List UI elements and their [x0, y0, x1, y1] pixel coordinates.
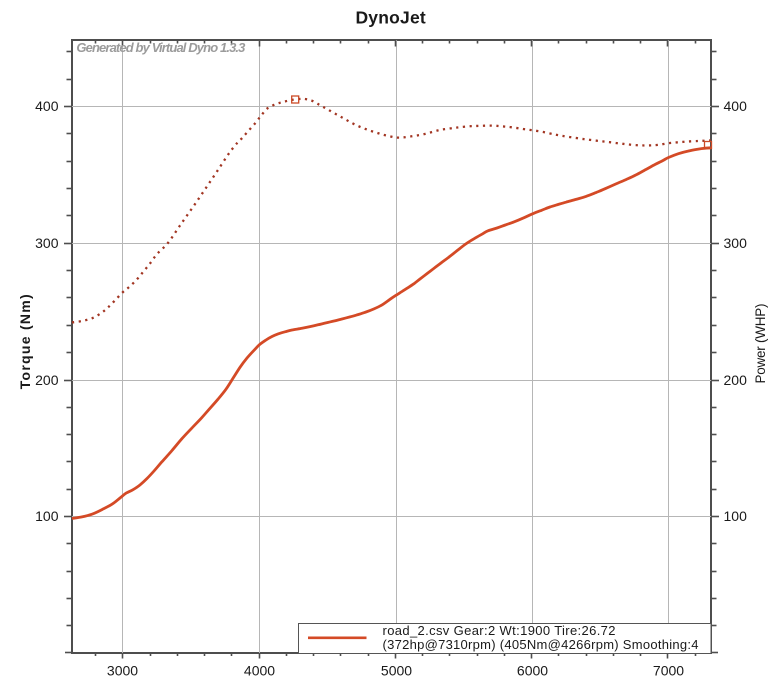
svg-text:Torque (Nm): Torque (Nm) — [17, 294, 33, 389]
svg-text:Power (WHP): Power (WHP) — [753, 304, 768, 384]
svg-text:Generated by Virtual Dyno 1.3.: Generated by Virtual Dyno 1.3.3 — [76, 40, 246, 55]
svg-text:6000: 6000 — [517, 663, 548, 679]
svg-text:(372hp@7310rpm) (405Nm@4266rpm: (372hp@7310rpm) (405Nm@4266rpm) Smoothin… — [383, 637, 699, 652]
svg-text:200: 200 — [724, 372, 748, 388]
svg-text:100: 100 — [35, 508, 59, 524]
svg-text:7000: 7000 — [653, 663, 684, 679]
svg-text:3000: 3000 — [107, 663, 138, 679]
svg-text:300: 300 — [35, 235, 59, 251]
svg-text:400: 400 — [724, 98, 748, 114]
svg-text:300: 300 — [724, 235, 748, 251]
svg-text:400: 400 — [35, 98, 59, 114]
svg-text:5000: 5000 — [381, 663, 412, 679]
svg-text:200: 200 — [35, 372, 59, 388]
svg-text:road_2.csv Gear:2 Wt:1900 Tire: road_2.csv Gear:2 Wt:1900 Tire:26.72 — [383, 623, 616, 638]
svg-text:4000: 4000 — [244, 663, 275, 679]
svg-text:100: 100 — [724, 508, 748, 524]
svg-text:DynoJet: DynoJet — [355, 8, 425, 28]
